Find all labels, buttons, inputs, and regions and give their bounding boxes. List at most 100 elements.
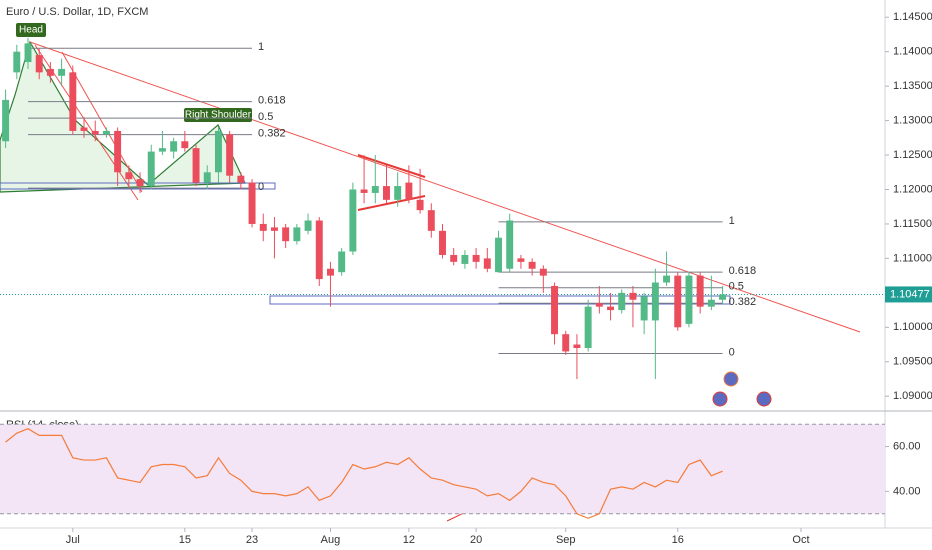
candle-body bbox=[282, 227, 290, 242]
fib-label: 0.5 bbox=[258, 111, 273, 123]
candle-body bbox=[69, 72, 77, 131]
chart-title: Euro / U.S. Dollar, 1D, FXCM bbox=[6, 6, 148, 18]
rsi-band bbox=[0, 424, 885, 514]
candle-body bbox=[562, 334, 570, 352]
candle-body bbox=[719, 294, 727, 300]
candle-body bbox=[102, 130, 110, 135]
fib-label: 0.618 bbox=[258, 95, 286, 107]
y-tick-label: 1.13500 bbox=[893, 80, 932, 92]
candle-body bbox=[573, 344, 581, 348]
candle-body bbox=[483, 258, 491, 269]
candle-body bbox=[214, 130, 222, 173]
last-price-label: 1.10477 bbox=[890, 288, 930, 300]
candle-body bbox=[551, 285, 558, 335]
candle-body bbox=[461, 254, 469, 264]
x-tick-label: 15 bbox=[179, 534, 191, 546]
annotation: Head bbox=[19, 25, 43, 36]
triangle-line bbox=[357, 195, 426, 211]
candle-body bbox=[539, 268, 547, 276]
candle-body bbox=[517, 258, 525, 262]
candle-body bbox=[707, 299, 715, 307]
rsi-line bbox=[5, 428, 723, 519]
candle-body bbox=[338, 251, 346, 273]
candle-body bbox=[394, 186, 402, 200]
fib-label: 0 bbox=[258, 181, 264, 193]
candle-body bbox=[192, 148, 200, 183]
candle-body bbox=[696, 275, 704, 307]
candle-body bbox=[618, 292, 626, 311]
x-tick-label: 16 bbox=[672, 534, 684, 546]
y-tick-label: 60.00 bbox=[893, 441, 921, 453]
candle-body bbox=[304, 220, 312, 231]
x-tick-label: Sep bbox=[556, 534, 576, 546]
y-tick-label: 1.10000 bbox=[893, 321, 932, 333]
icon bbox=[723, 371, 739, 387]
candle-body bbox=[663, 275, 671, 283]
y-tick-label: 1.11000 bbox=[893, 252, 932, 264]
candle-body bbox=[136, 179, 144, 187]
candle-body bbox=[640, 296, 648, 321]
fib-label: 0.382 bbox=[729, 296, 757, 308]
candle-body bbox=[405, 182, 413, 200]
candle-body bbox=[293, 227, 301, 242]
candle-body bbox=[147, 151, 155, 187]
candle-body bbox=[315, 220, 323, 280]
fib-label: 0.5 bbox=[729, 281, 744, 293]
candle-body bbox=[427, 210, 435, 231]
icon bbox=[712, 391, 728, 407]
fib-label: 1 bbox=[258, 41, 264, 53]
trend-line bbox=[29, 41, 861, 333]
candle-body bbox=[91, 130, 99, 135]
last-price-box bbox=[885, 286, 932, 303]
candle-body bbox=[58, 68, 66, 76]
candle-body bbox=[35, 55, 43, 73]
y-tick-label: 40.00 bbox=[893, 485, 921, 497]
triangle-line bbox=[357, 154, 426, 178]
candle-body bbox=[685, 275, 693, 324]
candle-body bbox=[360, 189, 368, 193]
candle-body bbox=[528, 261, 536, 269]
fib-label: 0.618 bbox=[729, 265, 757, 277]
candle-body bbox=[371, 186, 379, 193]
watermark bbox=[712, 371, 772, 407]
y-tick-label: 1.14500 bbox=[893, 11, 932, 23]
candle-body bbox=[170, 141, 178, 152]
candle-body bbox=[24, 43, 32, 63]
candle-body bbox=[349, 189, 357, 252]
x-tick-label: Oct bbox=[792, 534, 809, 546]
candle-body bbox=[439, 230, 446, 255]
y-tick-label: 1.12500 bbox=[893, 149, 932, 161]
candle-body bbox=[327, 268, 334, 276]
candle-body bbox=[629, 292, 637, 300]
x-tick-label: 23 bbox=[246, 534, 258, 546]
x-tick-label: Aug bbox=[321, 534, 341, 546]
x-tick-label: 12 bbox=[403, 534, 415, 546]
x-tick-label: Jul bbox=[66, 534, 80, 546]
candle-body bbox=[114, 130, 122, 173]
fib-label: 0 bbox=[729, 346, 735, 358]
x-tick-label: 20 bbox=[470, 534, 482, 546]
candle-body bbox=[450, 254, 458, 262]
candle-body bbox=[584, 306, 592, 348]
candle-body bbox=[13, 51, 21, 73]
y-tick-label: 1.09000 bbox=[893, 390, 932, 402]
candle-body bbox=[181, 141, 189, 149]
fib-label: 1 bbox=[729, 215, 735, 227]
range-box bbox=[269, 295, 731, 305]
icon bbox=[756, 391, 772, 407]
candle-body bbox=[595, 303, 603, 307]
candle-body bbox=[203, 172, 211, 183]
candle-body bbox=[125, 172, 133, 180]
candle-body bbox=[248, 182, 256, 224]
candle-body bbox=[2, 99, 10, 142]
fib-label: 0.382 bbox=[258, 128, 286, 140]
candle-body bbox=[270, 227, 278, 231]
candle-body bbox=[651, 282, 659, 321]
y-tick-label: 1.12000 bbox=[893, 183, 932, 195]
y-tick-label: 1.13000 bbox=[893, 114, 932, 126]
annotation-box bbox=[16, 23, 46, 37]
candle-body bbox=[506, 220, 514, 269]
candle-body bbox=[46, 68, 54, 76]
candle-body bbox=[158, 148, 166, 152]
